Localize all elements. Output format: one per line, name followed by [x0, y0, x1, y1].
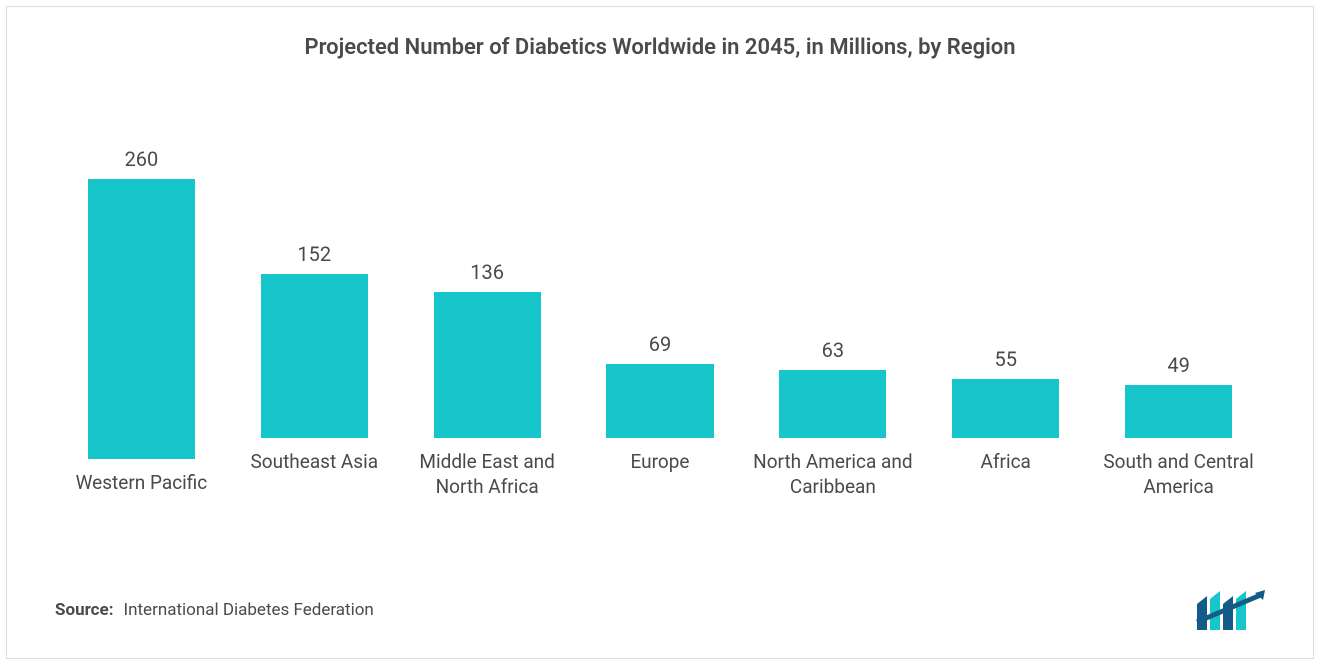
bar-value-label: 49	[1167, 353, 1189, 377]
bar-group: 55 Africa	[919, 147, 1092, 528]
bar-stack: 63	[746, 147, 919, 438]
bar-chart: 260Western Pacific 152 Southeast Asia 136 Mi…	[55, 147, 1265, 528]
bar	[779, 370, 886, 438]
brand-logo-icon	[1195, 590, 1265, 630]
bar-stack: 49	[1092, 147, 1265, 438]
bar-category-label: Europe	[625, 438, 696, 528]
source-label: Source:	[55, 600, 113, 620]
chart-frame: Projected Number of Diabetics Worldwide …	[6, 6, 1314, 659]
bar	[1125, 385, 1232, 438]
bar	[606, 364, 713, 438]
chart-title: Projected Number of Diabetics Worldwide …	[7, 7, 1313, 60]
bar-stack: 260	[55, 147, 228, 459]
bar-category-label: Western Pacific	[70, 459, 214, 549]
bar-category-label: Africa	[975, 438, 1037, 528]
bar-category-label: Southeast Asia	[245, 438, 385, 528]
bar-value-label: 69	[649, 332, 671, 356]
bar-group: 260Western Pacific	[55, 147, 228, 528]
bar-stack: 55	[919, 147, 1092, 438]
source-text: International Diabetes Federation	[123, 600, 373, 620]
bar-group: 49 South and Central America	[1092, 147, 1265, 528]
bar-value-label: 55	[994, 347, 1016, 371]
bar-category-label: North America and Caribbean	[746, 438, 919, 528]
bar-value-label: 260	[125, 147, 159, 171]
bar-group: 69 Europe	[574, 147, 747, 528]
bar	[88, 179, 195, 459]
bar	[261, 274, 368, 438]
bar-value-label: 152	[297, 242, 331, 266]
bar-category-label: South and Central America	[1092, 438, 1265, 528]
bar-value-label: 136	[470, 260, 504, 284]
bar-stack: 136	[401, 147, 574, 438]
bar-value-label: 63	[822, 338, 844, 362]
chart-footer: Source: International Diabetes Federatio…	[55, 590, 1265, 630]
bar	[434, 292, 541, 438]
source-line: Source: International Diabetes Federatio…	[55, 600, 374, 620]
bar-group: 63 North America and Caribbean	[746, 147, 919, 528]
bar-stack: 69	[574, 147, 747, 438]
bar-group: 136 Middle East and North Africa	[401, 147, 574, 528]
bar-group: 152 Southeast Asia	[228, 147, 401, 528]
bar	[952, 379, 1059, 438]
bar-stack: 152	[228, 147, 401, 438]
bar-category-label: Middle East and North Africa	[401, 438, 574, 528]
